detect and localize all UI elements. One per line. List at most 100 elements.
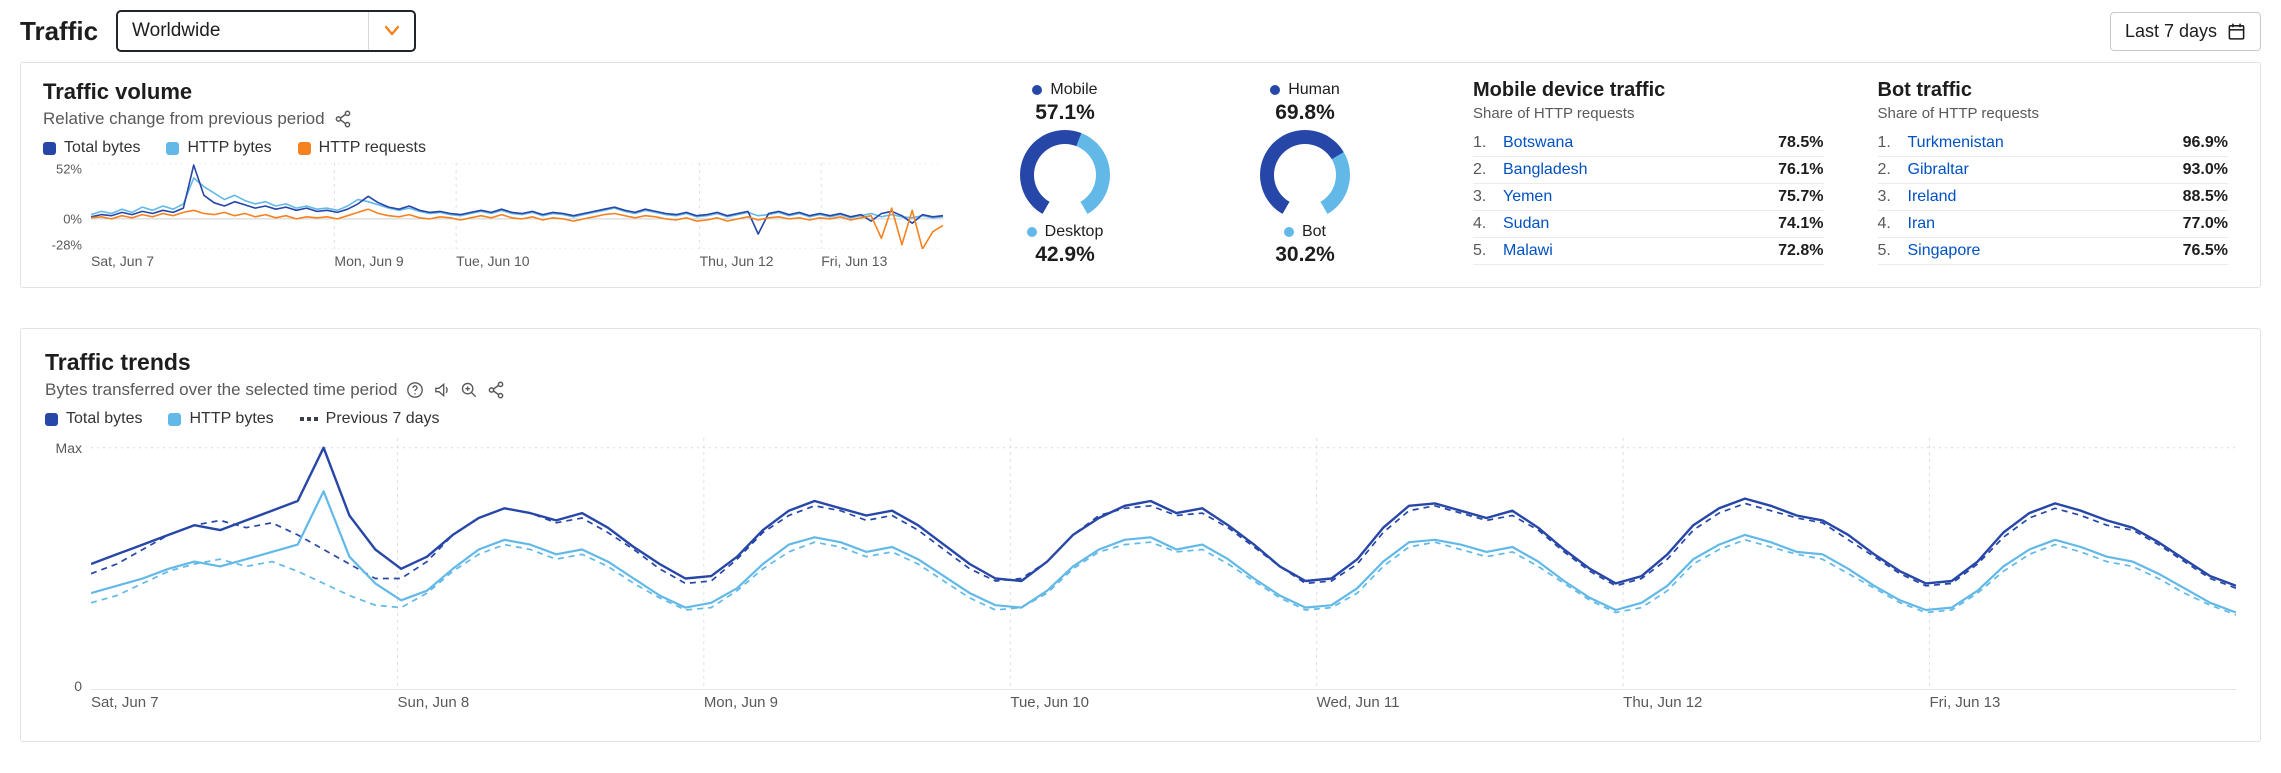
- traffic-volume-subtitle-text: Relative change from previous period: [43, 109, 325, 128]
- legend-swatch: [45, 412, 58, 426]
- table-row: 3. Yemen 75.7%: [1473, 184, 1824, 211]
- legend-swatch: [166, 141, 180, 155]
- x-tick-label: Sun, Jun 8: [397, 694, 470, 711]
- legend-swatch: [297, 141, 311, 155]
- rank-label: 1.: [1877, 134, 1891, 151]
- gauge-bottom-label: Desktop: [1026, 223, 1104, 241]
- x-tick-label: Wed, Jun 11: [1316, 694, 1400, 711]
- bot-donut-chart[interactable]: [1260, 130, 1350, 220]
- traffic-trends-subtitle: Bytes transferred over the selected time…: [45, 380, 2236, 400]
- help-icon[interactable]: [406, 381, 424, 399]
- x-tick-label: Sat, Jun 7: [91, 694, 159, 711]
- donut-hole: [1034, 144, 1096, 206]
- zoom-in-icon[interactable]: [460, 381, 478, 399]
- date-range-label: Last 7 days: [2124, 20, 2217, 41]
- share-value: 75.7%: [1778, 188, 1824, 205]
- traffic-trends-legend: Total bytes HTTP bytes Previous 7 days: [45, 410, 2236, 428]
- y-tick-label: Max: [55, 439, 82, 456]
- legend-item-http-bytes[interactable]: HTTP bytes: [168, 410, 274, 428]
- traffic-trends-chart: Max 0 Sat, Jun 7 Sun, Jun 8 Mon, Jun 9 Tue, …: [45, 438, 2236, 714]
- y-tick-label: 0%: [63, 211, 82, 227]
- x-tick-label: Mon, Jun 9: [703, 694, 779, 711]
- table-row: 1. Turkmenistan 96.9%: [1877, 130, 2228, 157]
- legend-item-previous-7-days[interactable]: Previous 7 days: [299, 410, 440, 428]
- series-line-http-bytes: [91, 177, 943, 219]
- legend-item-http-bytes[interactable]: HTTP bytes: [166, 139, 272, 157]
- table-title: Mobile device traffic: [1473, 79, 1666, 101]
- location-selector[interactable]: Worldwide: [116, 10, 417, 52]
- rank-label: 5.: [1473, 242, 1487, 259]
- legend-item-http-requests[interactable]: HTTP requests: [297, 139, 426, 157]
- series-line-prev-http-bytes: [91, 538, 2236, 616]
- country-link[interactable]: Singapore: [1907, 242, 1981, 259]
- traffic-trends-chart-canvas: [91, 438, 2236, 690]
- traffic-volume-subtitle: Relative change from previous period: [43, 109, 943, 129]
- share-value: 74.1%: [1778, 215, 1824, 232]
- traffic-trends-plot[interactable]: [91, 438, 2236, 690]
- page-header: Traffic Worldwide Last 7 days: [0, 0, 2281, 62]
- series-line-total-bytes: [91, 164, 943, 235]
- rank-label: 2.: [1877, 161, 1891, 178]
- y-tick-label: 0: [74, 678, 82, 694]
- x-tick-label: Mon, Jun 9: [334, 253, 404, 269]
- location-selector-value: Worldwide: [132, 20, 221, 41]
- traffic-volume-card: Traffic volume Relative change from prev…: [20, 62, 2261, 288]
- legend-item-total-bytes[interactable]: Total bytes: [45, 410, 142, 428]
- share-value: 76.5%: [2182, 242, 2228, 259]
- table-row: 2. Gibraltar 93.0%: [1877, 157, 2228, 184]
- legend-dot: [1026, 227, 1037, 237]
- share-value: 76.1%: [1778, 161, 1824, 178]
- country-link[interactable]: Turkmenistan: [1907, 134, 2004, 151]
- table-body: 1. Turkmenistan 96.9% 2. Gibraltar 93.0% 3. Ire…: [1877, 130, 2228, 265]
- share-icon[interactable]: [334, 110, 352, 128]
- x-tick-label: Thu, Jun 12: [699, 253, 774, 269]
- legend-label: Previous 7 days: [325, 410, 440, 427]
- calendar-icon: [2228, 23, 2245, 40]
- announce-icon[interactable]: [433, 381, 451, 399]
- device-share-gauge: Mobile 57.1% Desktop 42.9%: [977, 81, 1153, 271]
- country-link[interactable]: Sudan: [1503, 215, 1550, 232]
- rank-label: 4.: [1473, 215, 1487, 232]
- y-axis-labels: Max 0: [45, 438, 91, 694]
- x-tick-label: Fri, Jun 13: [1929, 694, 2001, 711]
- share-icon[interactable]: [487, 381, 505, 399]
- legend-swatch: [43, 141, 56, 155]
- country-link[interactable]: Malawi: [1503, 242, 1553, 259]
- date-range-button[interactable]: Last 7 days: [2109, 11, 2261, 51]
- gauges-section: Mobile 57.1% Desktop 42.9% Human 69.8%: [977, 79, 1393, 271]
- table-row: 1. Botswana 78.5%: [1473, 130, 1824, 157]
- gauge-top-value: 57.1%: [1035, 101, 1095, 124]
- x-tick-label: Tue, Jun 10: [456, 253, 530, 269]
- country-link[interactable]: Gibraltar: [1907, 161, 1969, 178]
- y-tick-label: -28%: [51, 237, 82, 253]
- table-row: 2. Bangladesh 76.1%: [1473, 157, 1824, 184]
- gauge-bottom-value: 42.9%: [1035, 243, 1095, 266]
- legend-dot: [1032, 85, 1043, 95]
- legend-label: Total bytes: [64, 139, 141, 156]
- country-link[interactable]: Botswana: [1503, 134, 1574, 151]
- legend-item-total-bytes[interactable]: Total bytes: [43, 139, 140, 157]
- device-donut-chart[interactable]: [1020, 130, 1110, 220]
- legend-dash-swatch: [299, 417, 318, 421]
- gauge-top-value: 69.8%: [1275, 101, 1335, 124]
- x-axis-labels: Sat, Jun 7 Mon, Jun 9 Tue, Jun 10 Thu, Jun …: [91, 249, 943, 271]
- table-row: 3. Ireland 88.5%: [1877, 184, 2228, 211]
- country-link[interactable]: Bangladesh: [1503, 161, 1588, 178]
- traffic-volume-plot[interactable]: [91, 163, 943, 249]
- table-subtitle: Share of HTTP requests: [1473, 105, 1635, 122]
- mobile-device-traffic-table: Mobile device traffic Share of HTTP requ…: [1473, 79, 1824, 271]
- series-line-http-bytes: [91, 490, 2236, 614]
- country-link[interactable]: Ireland: [1907, 188, 1957, 205]
- series-line-http-requests: [91, 207, 943, 249]
- bot-traffic-table: Bot traffic Share of HTTP requests 1. Tur…: [1877, 79, 2228, 271]
- legend-swatch: [168, 412, 182, 426]
- legend-label: HTTP requests: [318, 139, 426, 156]
- x-tick-label: Fri, Jun 13: [821, 253, 888, 269]
- rank-label: 3.: [1473, 188, 1487, 205]
- traffic-volume-chart: 52% 0% -28% Sat, Jun 7 Mon, Jun 9 Tue, Jun 1…: [43, 162, 943, 271]
- chevron-down-icon: [368, 12, 414, 50]
- legend-label: Total bytes: [66, 410, 143, 427]
- country-link[interactable]: Iran: [1907, 215, 1936, 232]
- country-link[interactable]: Yemen: [1503, 188, 1553, 205]
- gauge-label-text: Desktop: [1044, 223, 1104, 240]
